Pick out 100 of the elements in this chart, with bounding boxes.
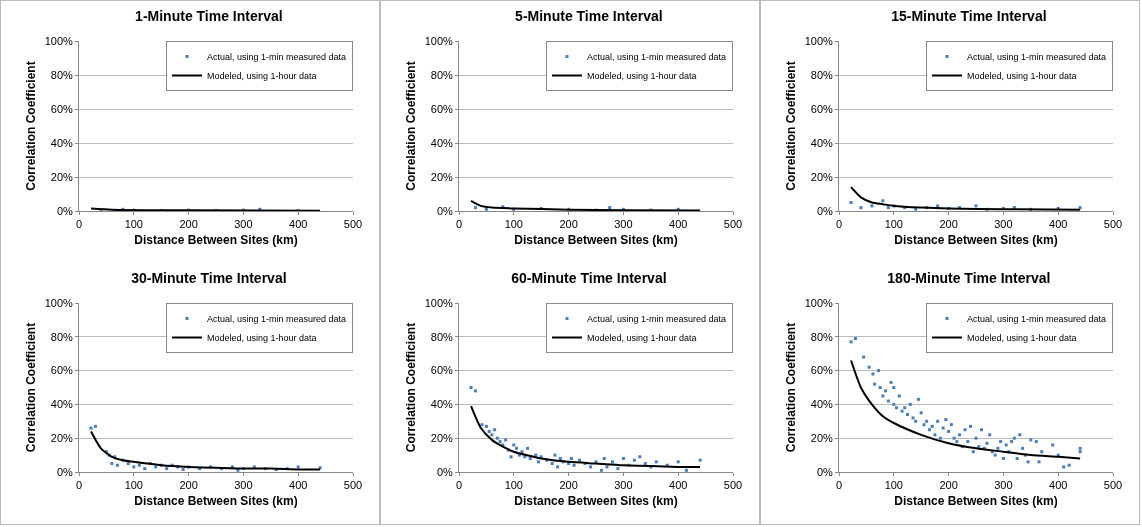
x-tick-label: 500: [1103, 218, 1123, 231]
y-tick-label: 60%: [810, 102, 833, 115]
y-tick-label: 20%: [430, 170, 453, 183]
y-tick-label: 100%: [424, 34, 454, 47]
chart-title: 5-Minute Time Interval: [515, 8, 663, 25]
legend-label: Actual, using 1-min measured data: [967, 314, 1107, 325]
x-tick-label: 500: [723, 218, 743, 231]
x-tick-label: 0: [455, 479, 463, 492]
y-tick-label: 40%: [810, 398, 833, 411]
y-tick-label: 20%: [50, 170, 73, 183]
y-axis-title: Correlation Coefficient: [23, 61, 38, 191]
y-tick-label: 0%: [436, 204, 454, 217]
x-tick-label: 0: [835, 479, 843, 492]
y-tick-label: 40%: [810, 136, 833, 149]
chart-title: 1-Minute Time Interval: [135, 8, 283, 25]
x-tick-label: 300: [994, 479, 1013, 492]
legend-label: Actual, using 1-min measured data: [207, 52, 347, 63]
x-tick-label: 200: [179, 218, 198, 231]
legend-label: Actual, using 1-min measured data: [587, 52, 727, 63]
x-tick-label: 100: [124, 218, 143, 231]
x-axis-title: Distance Between Sites (km): [894, 494, 1058, 509]
y-axis-title: Correlation Coefficient: [783, 322, 798, 453]
legend-label: Modeled, using 1-hour data: [967, 71, 1077, 82]
x-tick-label: 300: [614, 479, 633, 492]
y-tick-label: 80%: [810, 68, 833, 81]
y-tick-label: 100%: [44, 296, 74, 309]
y-tick-label: 40%: [430, 136, 453, 149]
x-tick-label: 400: [1049, 218, 1068, 231]
x-tick-label: 300: [234, 218, 253, 231]
x-tick-label: 100: [124, 479, 143, 492]
x-tick-label: 0: [835, 218, 843, 231]
x-tick-label: 100: [504, 479, 523, 492]
y-tick-label: 80%: [50, 330, 73, 343]
y-tick-label: 100%: [424, 296, 454, 309]
x-tick-label: 0: [75, 218, 83, 231]
x-tick-label: 400: [289, 479, 308, 492]
y-tick-label: 20%: [810, 170, 833, 183]
chart-title: 60-Minute Time Interval: [511, 270, 667, 287]
x-tick-label: 200: [179, 479, 198, 492]
legend-label: Modeled, using 1-hour data: [587, 333, 697, 344]
x-tick-label: 200: [559, 479, 578, 492]
y-axis-title: Correlation Coefficient: [403, 322, 418, 453]
x-axis-title: Distance Between Sites (km): [514, 233, 678, 248]
x-tick-label: 100: [884, 479, 903, 492]
legend-label: Modeled, using 1-hour data: [207, 71, 317, 82]
legend-label: Modeled, using 1-hour data: [587, 71, 697, 82]
legend-label: Actual, using 1-min measured data: [587, 314, 727, 325]
y-tick-label: 40%: [50, 136, 73, 149]
x-tick-label: 300: [614, 218, 633, 231]
x-tick-label: 100: [504, 218, 523, 231]
x-tick-label: 300: [994, 218, 1013, 231]
x-tick-label: 100: [884, 218, 903, 231]
y-tick-label: 60%: [810, 364, 833, 377]
x-tick-label: 500: [343, 218, 363, 231]
y-axis-title: Correlation Coefficient: [783, 61, 798, 191]
legend-label: Modeled, using 1-hour data: [967, 333, 1077, 344]
y-tick-label: 100%: [804, 296, 834, 309]
y-tick-label: 80%: [810, 330, 833, 343]
y-tick-label: 0%: [56, 465, 74, 478]
x-axis-title: Distance Between Sites (km): [134, 494, 298, 509]
chart-title: 30-Minute Time Interval: [131, 270, 287, 287]
y-tick-label: 60%: [430, 102, 453, 115]
x-tick-label: 200: [559, 218, 578, 231]
y-tick-label: 20%: [810, 432, 833, 445]
y-tick-label: 0%: [816, 465, 834, 478]
x-tick-label: 400: [669, 479, 688, 492]
y-tick-label: 80%: [50, 68, 73, 81]
x-tick-label: 0: [455, 218, 463, 231]
chart-title: 180-Minute Time Interval: [887, 270, 1051, 287]
y-tick-label: 60%: [50, 102, 73, 115]
y-axis-title: Correlation Coefficient: [403, 61, 418, 191]
x-tick-label: 0: [75, 479, 83, 492]
legend-label: Actual, using 1-min measured data: [207, 314, 347, 325]
x-axis-title: Distance Between Sites (km): [514, 494, 678, 509]
x-tick-label: 500: [343, 479, 363, 492]
x-tick-label: 400: [669, 218, 688, 231]
y-tick-label: 0%: [816, 204, 834, 217]
y-tick-label: 20%: [430, 432, 453, 445]
x-tick-label: 200: [939, 218, 958, 231]
y-tick-label: 0%: [436, 465, 454, 478]
y-tick-label: 100%: [44, 34, 74, 47]
x-tick-label: 300: [234, 479, 253, 492]
x-tick-label: 200: [939, 479, 958, 492]
y-tick-label: 80%: [430, 330, 453, 343]
y-tick-label: 40%: [50, 398, 73, 411]
y-tick-label: 60%: [430, 364, 453, 377]
y-tick-label: 100%: [804, 34, 834, 47]
x-axis-title: Distance Between Sites (km): [134, 233, 298, 248]
legend-label: Modeled, using 1-hour data: [207, 333, 317, 344]
x-axis-title: Distance Between Sites (km): [894, 233, 1058, 248]
y-tick-label: 40%: [430, 398, 453, 411]
chart-title: 15-Minute Time Interval: [891, 8, 1047, 25]
y-tick-label: 20%: [50, 432, 73, 445]
legend-label: Actual, using 1-min measured data: [967, 52, 1107, 63]
x-tick-label: 500: [723, 479, 743, 492]
y-axis-title: Correlation Coefficient: [23, 322, 38, 453]
y-tick-label: 80%: [430, 68, 453, 81]
x-tick-label: 400: [289, 218, 308, 231]
y-tick-label: 0%: [56, 204, 74, 217]
x-tick-label: 400: [1049, 479, 1068, 492]
